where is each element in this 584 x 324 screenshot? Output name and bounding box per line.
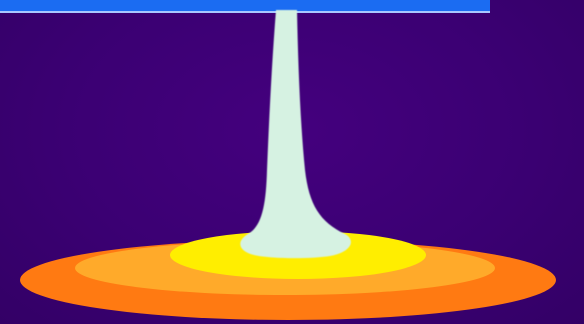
top-banner-bar xyxy=(0,0,490,13)
central-spike xyxy=(240,10,351,259)
